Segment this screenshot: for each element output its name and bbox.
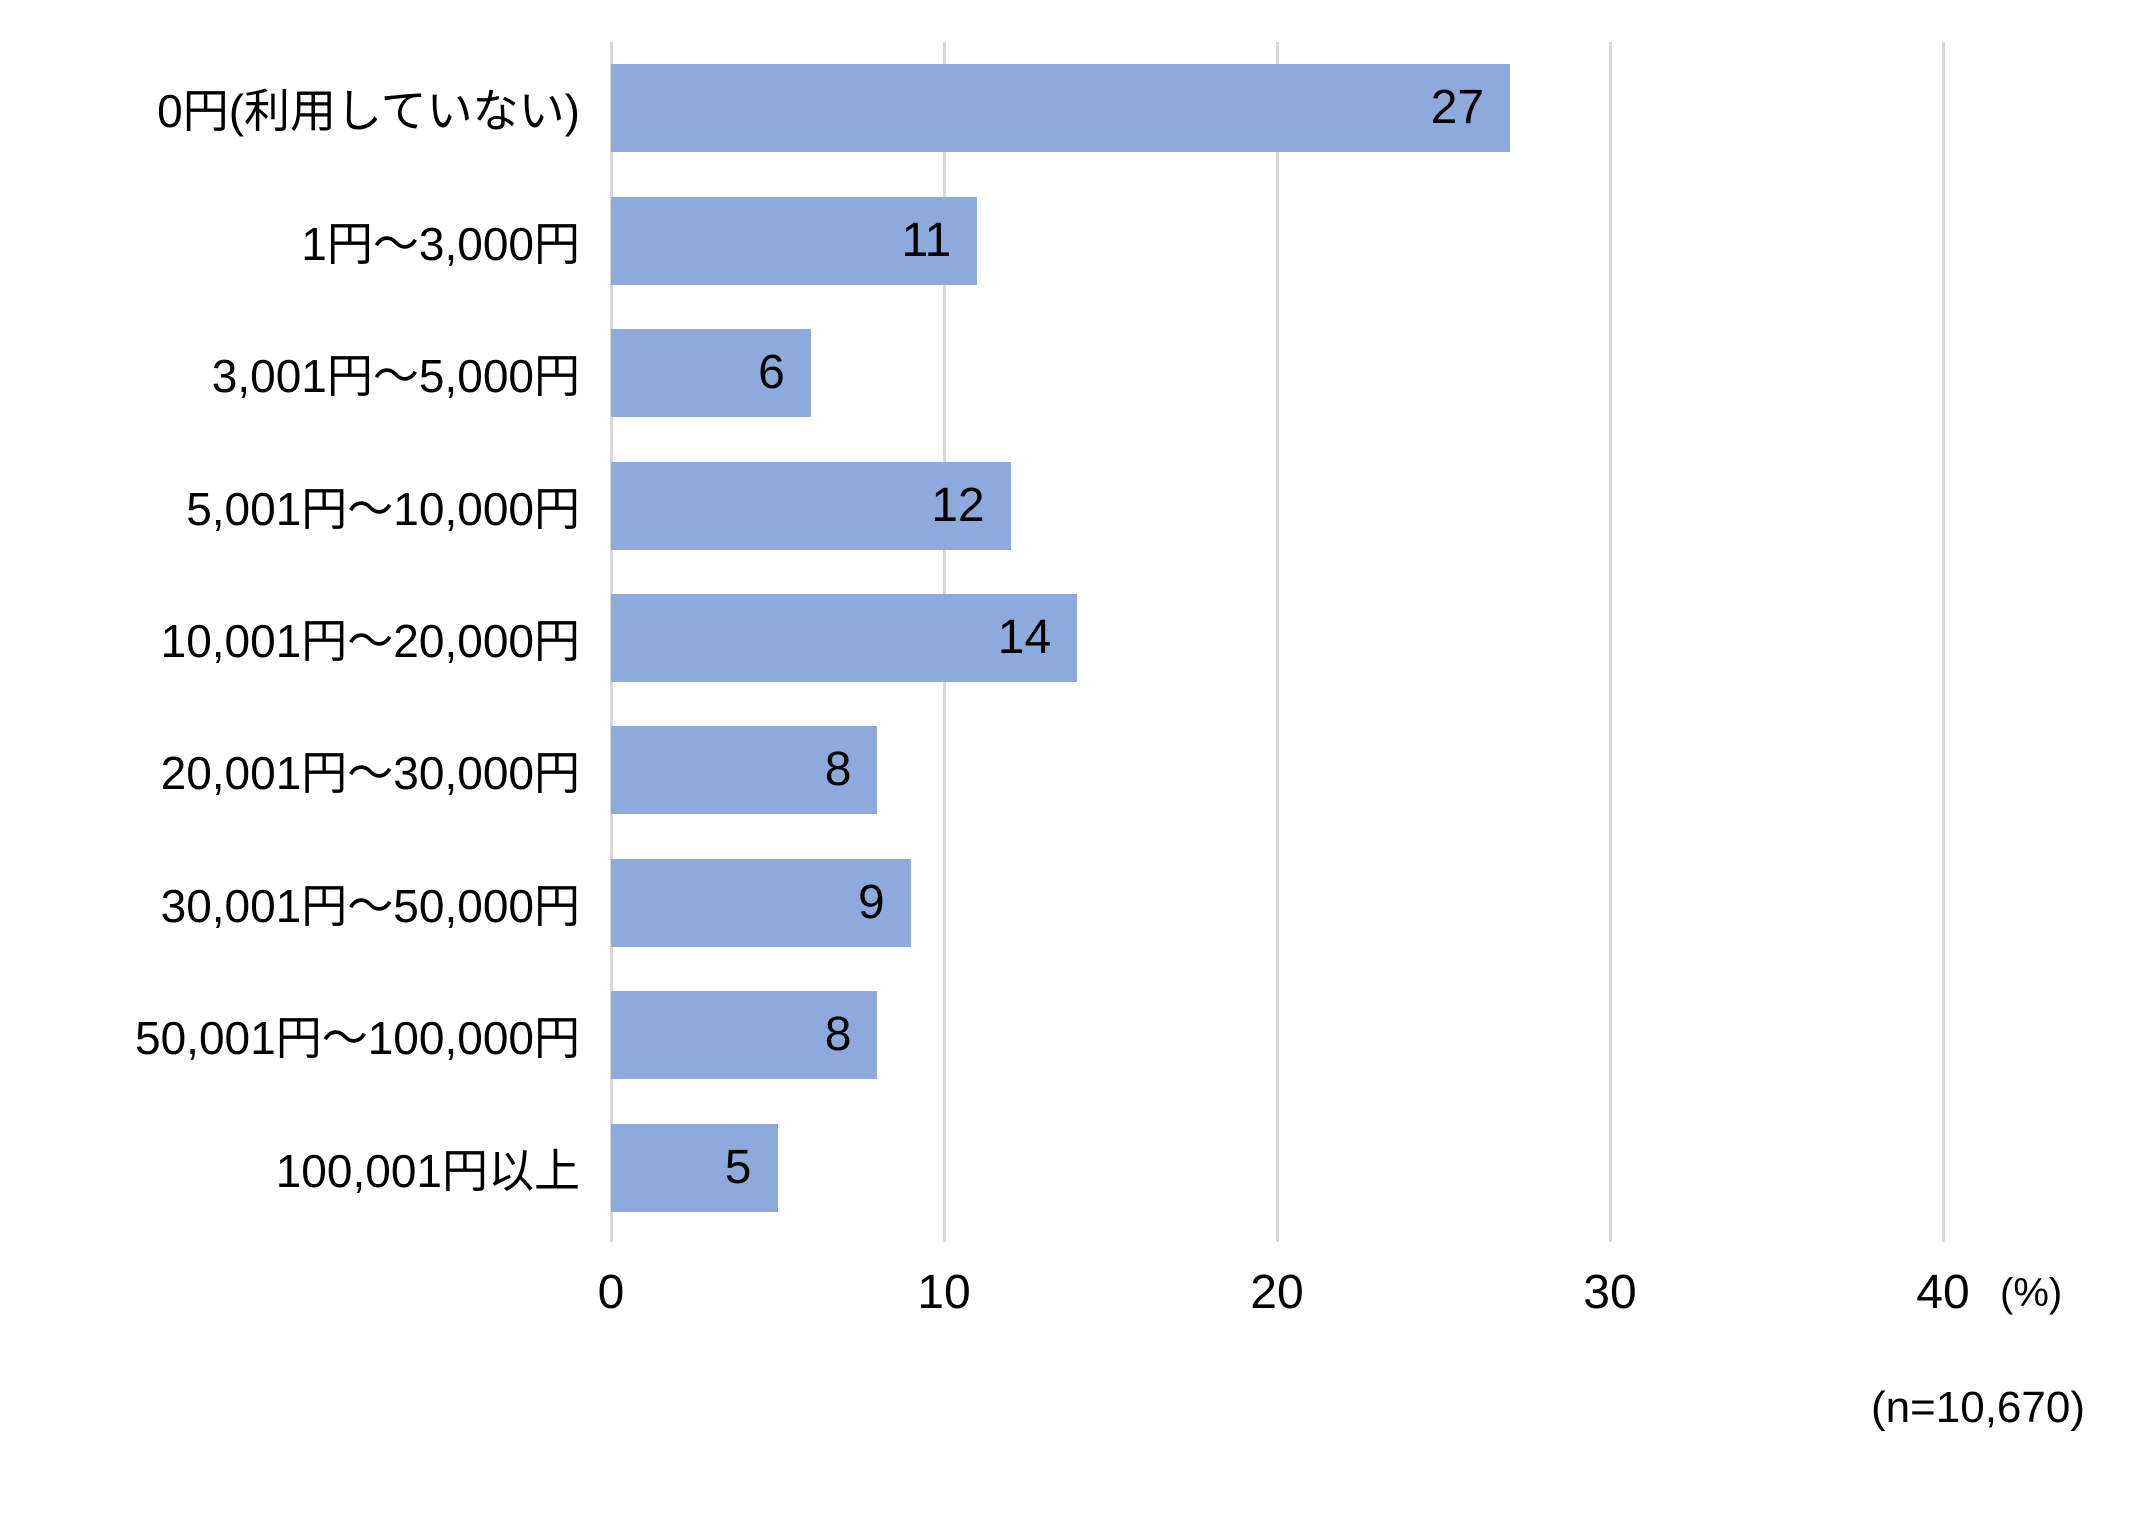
x-axis-unit-label: (%) [2000, 1271, 2063, 1315]
x-axis-tick-label: 40 [1916, 1266, 1970, 1319]
bar: 14 [611, 593, 1078, 682]
category-label: 3,001円〜5,000円 [211, 350, 580, 403]
bar: 11 [611, 196, 978, 285]
bar-row: 100,001円以上 5 [0, 1102, 2132, 1234]
bar: 9 [611, 858, 911, 947]
category-label: 0円(利用していない) [157, 85, 580, 138]
bar-row: 1円〜3,000円 11 [0, 174, 2132, 306]
x-axis-tick-label: 0 [597, 1266, 625, 1319]
bar-row: 0円(利用していない) 27 [0, 42, 2132, 174]
bar-row: 3,001円〜5,000円 6 [0, 307, 2132, 439]
bar-row: 5,001円〜10,000円 12 [0, 439, 2132, 571]
bar-row: 30,001円〜50,000円 9 [0, 837, 2132, 969]
bar-value-label: 9 [857, 875, 885, 929]
bar: 5 [611, 1123, 778, 1212]
bar: 12 [611, 461, 1011, 550]
sample-size-note: (n=10,670) [1870, 1383, 2085, 1432]
gridline [1275, 42, 1279, 1242]
category-label: 20,001円〜30,000円 [160, 747, 580, 800]
bar-value-label: 8 [824, 743, 852, 797]
bar-row: 10,001円〜20,000円 14 [0, 572, 2132, 704]
category-label: 30,001円〜50,000円 [160, 879, 580, 932]
category-label: 10,001円〜20,000円 [160, 614, 580, 667]
bar: 6 [611, 329, 811, 418]
x-axis-tick-label: 20 [1250, 1266, 1304, 1319]
bar-rows: 0円(利用していない) 27 1円〜3,000円 11 3,001円〜5,000円 6 5,… [0, 42, 2132, 1234]
category-label: 100,001円以上 [275, 1144, 580, 1197]
bar-value-label: 12 [931, 478, 985, 532]
x-axis-tick-label: 10 [917, 1266, 971, 1319]
bar-row: 20,001円〜30,000円 8 [0, 704, 2132, 836]
bar-value-label: 5 [724, 1140, 752, 1194]
bar: 8 [611, 991, 878, 1080]
bar-value-label: 14 [997, 610, 1052, 664]
x-axis-tick-label: 30 [1583, 1266, 1637, 1319]
x-axis: (%) 0 10 20 30 40 [0, 1258, 2132, 1328]
category-label: 5,001円〜10,000円 [186, 482, 580, 535]
category-label: 1円〜3,000円 [301, 217, 580, 270]
bar-value-label: 27 [1430, 81, 1485, 135]
bar-row: 50,001円〜100,000円 8 [0, 969, 2132, 1101]
bar-value-label: 8 [824, 1008, 852, 1062]
bar-value-label: 11 [901, 213, 952, 267]
bar-value-label: 6 [758, 346, 785, 400]
gridline [1608, 42, 1612, 1242]
category-label: 50,001円〜100,000円 [135, 1012, 580, 1065]
bar: 27 [611, 64, 1511, 153]
gridline [1941, 42, 1945, 1242]
bar: 8 [611, 726, 878, 815]
